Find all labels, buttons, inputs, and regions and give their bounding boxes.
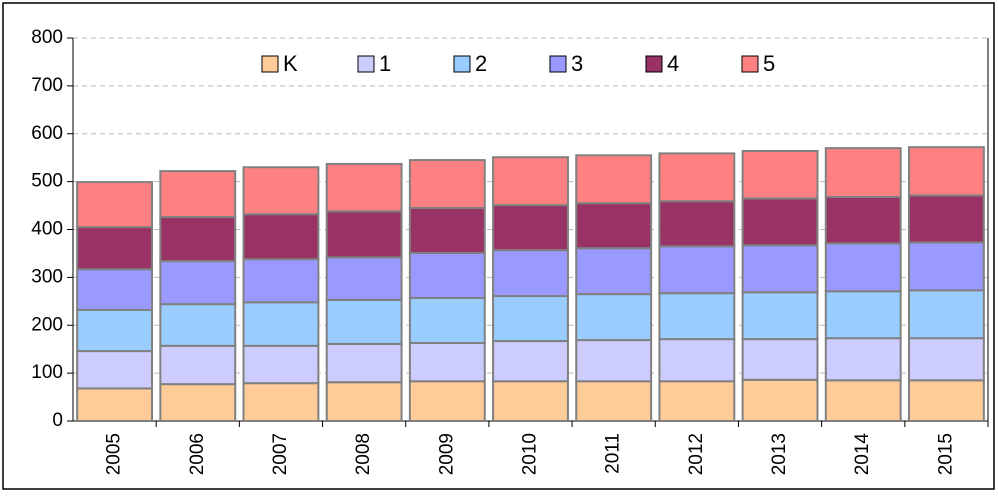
bar-segment	[159, 383, 237, 423]
bar-segment	[907, 337, 985, 382]
legend-swatch	[645, 55, 663, 73]
y-tick-label: 400	[31, 219, 63, 240]
x-tick-label: 2013	[769, 433, 790, 475]
bar-segment	[242, 301, 320, 347]
y-tick-label: 300	[31, 266, 63, 287]
bar-segment	[76, 350, 154, 390]
bar-segment	[159, 344, 237, 386]
x-tick-label: 2007	[270, 433, 291, 475]
bar-segment	[242, 258, 320, 304]
bar-segment	[741, 378, 819, 423]
bar-segment	[242, 382, 320, 422]
bar-segment	[325, 162, 403, 213]
bar-segment	[741, 338, 819, 381]
x-tick-label: 2006	[187, 433, 208, 475]
x-tick-label: 2015	[935, 433, 956, 475]
bar-segment	[159, 170, 237, 219]
legend-swatch	[261, 55, 279, 73]
bar-segment	[575, 339, 653, 383]
legend-label: 4	[667, 51, 679, 76]
legend-label: 5	[763, 51, 775, 76]
bar-segment	[658, 292, 736, 341]
bar-segment	[824, 379, 902, 422]
bar-segment	[408, 296, 486, 344]
y-tick-label: 700	[31, 75, 63, 96]
legend-swatch	[453, 55, 471, 73]
bar-segment	[575, 202, 653, 250]
bar-segment	[492, 249, 569, 298]
bar-segment	[741, 244, 819, 294]
bar-segment	[824, 147, 902, 198]
bar-segment	[492, 340, 569, 383]
bar-segment	[907, 289, 985, 340]
bar-segment	[741, 291, 819, 341]
bar-segment	[159, 216, 237, 263]
bar-segment	[658, 245, 736, 295]
bar-segment	[325, 381, 403, 423]
bar-segment	[492, 295, 569, 343]
bar-segment	[325, 298, 403, 345]
y-tick-label: 500	[31, 171, 63, 192]
legend-label: 1	[379, 51, 391, 76]
bar-segment	[76, 181, 154, 229]
legend-swatch	[357, 55, 375, 73]
bar-segment	[242, 213, 320, 261]
bar-segment	[408, 341, 486, 383]
bar-segment	[408, 380, 486, 423]
bar-segment	[824, 337, 902, 382]
legend-swatch	[741, 55, 759, 73]
bar-segment	[907, 379, 985, 422]
bar-segment	[492, 380, 569, 423]
bar-segment	[76, 308, 154, 353]
bar-segment	[408, 206, 486, 254]
bar-segment	[824, 290, 902, 340]
bar-segment	[159, 303, 237, 347]
bar-segment	[325, 210, 403, 259]
bar-segment	[492, 204, 569, 252]
y-tick-label: 200	[31, 314, 63, 335]
x-tick-label: 2012	[686, 433, 707, 475]
bar-segment	[76, 387, 154, 423]
bar-segment	[325, 256, 403, 301]
legend-label: 3	[571, 51, 583, 76]
x-tick-label: 2005	[104, 433, 125, 475]
bar-segment	[658, 152, 736, 203]
bar-segment	[741, 149, 819, 200]
y-tick-label: 100	[31, 362, 63, 383]
x-tick-label: 2010	[520, 433, 541, 475]
bar-segment	[907, 241, 985, 292]
bar-segment	[658, 380, 736, 423]
bar-segment	[242, 344, 320, 385]
bar-segment	[575, 293, 653, 342]
bar-segment	[907, 194, 985, 244]
y-tick-label: 600	[31, 123, 63, 144]
x-tick-label: 2008	[353, 433, 374, 475]
bar-segment	[824, 242, 902, 293]
y-tick-label: 0	[52, 410, 63, 431]
bar-segment	[159, 260, 237, 306]
legend-label: K	[283, 51, 298, 76]
legend-swatch	[549, 55, 567, 73]
bar-segment	[76, 268, 154, 311]
bar-segment	[575, 154, 653, 205]
legend-label: 2	[475, 51, 487, 76]
bar-segment	[824, 195, 902, 245]
bar-segment	[658, 200, 736, 248]
bar-segment	[76, 226, 154, 271]
y-tick-label: 800	[31, 27, 63, 48]
bar-segment	[325, 342, 403, 384]
bar-segment	[907, 146, 985, 197]
bar-segment	[575, 247, 653, 296]
bar-segment	[741, 197, 819, 247]
x-tick-label: 2014	[852, 433, 873, 476]
bar-segment	[408, 251, 486, 299]
bar-segment	[658, 338, 736, 383]
x-tick-label: 2011	[603, 433, 624, 474]
bar-segment	[575, 380, 653, 423]
bar-segment	[242, 166, 320, 216]
x-tick-label: 2009	[436, 433, 457, 475]
bar-segment	[492, 156, 569, 207]
bar-segment	[408, 159, 486, 209]
